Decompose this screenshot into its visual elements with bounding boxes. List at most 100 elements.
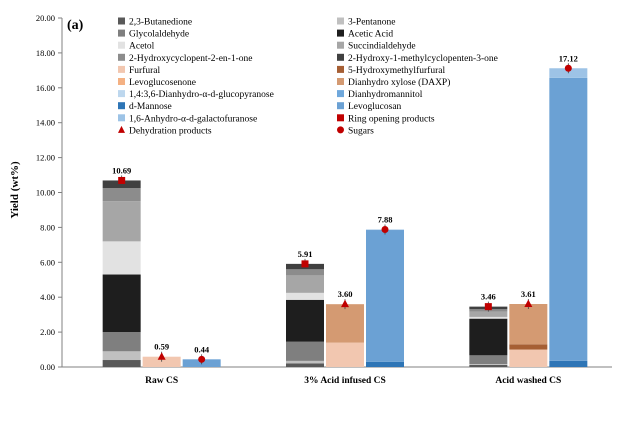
legend: 2,3-Butanedione 3-Pentanone Glycolaldehyde…	[118, 17, 498, 136]
legend-label: Levoglucosan	[348, 102, 402, 112]
panel-label: (a)	[67, 18, 84, 33]
total-marker-circle	[381, 225, 389, 233]
legend-label: Levoglucosenone	[129, 78, 196, 88]
legend-marker-square	[337, 114, 344, 122]
legend-swatch	[118, 78, 125, 85]
legend-swatch	[337, 102, 344, 110]
legend-label: 1,4:3,6-Dianhydro-α-d-glucopyranose	[129, 90, 274, 100]
total-value-label: 17.12	[559, 53, 578, 63]
y-tick-label: 4.00	[40, 292, 55, 302]
x-category-label: Acid washed CS	[495, 376, 561, 386]
legend-label: 5-Hydroxymethylfurfural	[348, 65, 445, 76]
legend-swatch	[118, 53, 125, 61]
legend-label: Acetol	[129, 42, 155, 52]
total-value-label: 3.60	[338, 289, 353, 299]
legend-label: 3-Pentanone	[348, 18, 396, 28]
y-tick-label: 8.00	[40, 222, 55, 232]
legend-swatch	[337, 65, 344, 73]
bar-segment	[469, 355, 508, 365]
y-tick-label: 20.00	[36, 13, 55, 23]
legend-label: 2,3-Butanedione	[129, 18, 192, 28]
y-tick-label: 16.00	[36, 83, 55, 93]
legend-label: 2-Hydroxy-1-methylcyclopenten-3-one	[348, 54, 498, 64]
legend-label: 1,6-Anhydro-α-d-galactofuranose	[129, 113, 257, 124]
legend-label: d-Mannose	[129, 102, 172, 112]
total-value-label: 3.46	[481, 292, 496, 302]
total-value-label: 7.88	[378, 214, 393, 224]
y-tick-label: 2.00	[40, 327, 55, 337]
bar-segment	[509, 349, 548, 367]
y-tick-label: 12.00	[36, 153, 55, 163]
legend-label: Sugars	[348, 126, 374, 136]
legend-swatch	[118, 17, 125, 25]
total-value-label: 0.44	[194, 344, 210, 354]
bar-segment	[102, 351, 141, 361]
bars	[102, 68, 588, 367]
legend-marker-triangle	[118, 125, 125, 133]
legend-swatch	[337, 78, 344, 85]
legend-swatch	[118, 102, 125, 110]
legend-label: Ring opening products	[348, 114, 435, 124]
total-value-label: 0.59	[154, 342, 169, 352]
total-markers: 10.69 0.59 0.44 5.91 3.60 7.88 3.46 3.61 17.12	[112, 53, 578, 365]
bar-segment	[102, 188, 141, 202]
legend-label: Acetic Acid	[348, 30, 393, 40]
total-marker-circle	[564, 64, 572, 72]
total-marker-square	[301, 260, 309, 268]
legend-swatch	[337, 17, 344, 25]
y-tick-label: 18.00	[36, 48, 55, 58]
legend-label: 2-Hydroxycyclopent-2-en-1-one	[129, 54, 252, 64]
legend-label: Furfural	[129, 65, 160, 76]
bar-segment	[102, 241, 141, 275]
legend-label: Succindialdehyde	[348, 42, 416, 52]
total-marker-triangle	[157, 352, 166, 360]
legend-label: Glycolaldehyde	[129, 30, 189, 40]
bar-segment	[102, 332, 141, 352]
bar-segment	[469, 318, 508, 356]
legend-label: Dianhydromannitol	[348, 90, 423, 100]
y-tick-label: 0.00	[40, 362, 55, 372]
bar-segment	[509, 344, 548, 350]
total-marker-square	[118, 176, 126, 184]
total-value-label: 5.91	[298, 249, 313, 259]
bar-segment	[509, 304, 548, 345]
bar-segment	[326, 304, 364, 343]
legend-swatch	[337, 90, 344, 98]
legend-swatch	[118, 65, 125, 73]
bar-segment	[549, 360, 588, 367]
y-axis-title: Yield (wt%)	[9, 161, 21, 219]
bar-segment	[286, 360, 324, 364]
y-tick-label: 14.00	[36, 118, 55, 128]
bar-segment	[326, 342, 364, 367]
bar-segment	[102, 201, 141, 242]
x-category-label: 3% Acid infused CS	[304, 376, 386, 386]
legend-label: Dehydration products	[129, 126, 212, 136]
x-category-label: Raw CS	[145, 376, 178, 386]
bar-segment	[366, 361, 404, 367]
y-tick-label: 10.00	[36, 188, 55, 198]
axes: 0.00 2.00 4.00 6.00 8.00 10.00 12.00 14.00 16.00…	[36, 13, 612, 386]
bar-segment	[286, 269, 324, 276]
bar-segment	[102, 274, 141, 333]
legend-swatch	[337, 29, 344, 37]
y-tick-label: 6.00	[40, 257, 55, 267]
bar-segment	[469, 316, 508, 319]
bar-segment	[102, 360, 141, 367]
bar-segment	[549, 77, 588, 361]
bar-segment	[286, 292, 324, 300]
legend-swatch	[337, 53, 344, 61]
legend-swatch	[118, 90, 125, 98]
total-marker-triangle	[524, 299, 533, 308]
legend-swatch	[337, 41, 344, 49]
legend-label: Dianhydro xylose (DAXP)	[348, 77, 450, 88]
bar-segment	[286, 363, 324, 367]
legend-swatch	[118, 41, 125, 49]
bar-segment	[469, 364, 508, 365]
bar-segment	[469, 311, 508, 317]
bar-segment	[286, 341, 324, 361]
bar-segment	[286, 275, 324, 293]
total-value-label: 10.69	[112, 165, 131, 175]
bar-segment	[286, 299, 324, 342]
